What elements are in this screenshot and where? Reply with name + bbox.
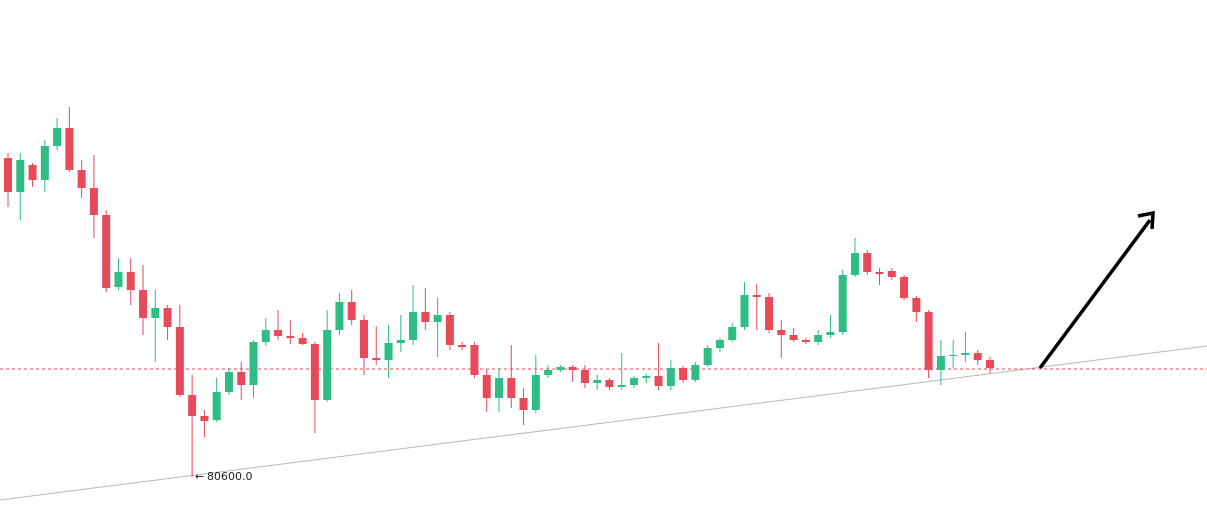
candle-body	[986, 360, 994, 368]
candle-body	[384, 343, 393, 360]
candle-body	[249, 342, 258, 385]
candle-body	[445, 315, 454, 345]
candle-body	[531, 375, 540, 410]
candle-body	[89, 188, 98, 215]
candle-body	[495, 378, 503, 398]
candle-body	[544, 370, 553, 375]
candle-body	[224, 372, 233, 392]
candle-body	[212, 392, 221, 420]
candle-body	[936, 356, 945, 370]
candle-body	[163, 308, 172, 327]
candle-body	[642, 376, 651, 378]
candle-body	[359, 320, 368, 358]
candle-body	[482, 375, 491, 398]
candle-body	[151, 308, 160, 318]
candle-body	[924, 312, 933, 370]
trend-line	[0, 345, 1207, 501]
candle-body	[728, 327, 737, 340]
candle-body	[580, 370, 589, 383]
candle-body	[200, 416, 209, 421]
candle-body	[298, 338, 307, 344]
candle-body	[801, 340, 810, 342]
candle-body	[335, 302, 344, 330]
candle-body	[752, 295, 761, 297]
candle-body	[139, 290, 148, 318]
candle-body	[765, 297, 774, 330]
arrow-head	[1137, 210, 1155, 230]
candle-body	[4, 158, 12, 192]
candle-body	[40, 146, 49, 180]
candle-body	[789, 335, 798, 340]
candle-body	[863, 253, 872, 272]
candle-body	[630, 378, 639, 385]
candle-body	[715, 340, 724, 348]
candle-body	[347, 302, 356, 320]
candle-body	[949, 355, 958, 356]
candle-body	[838, 275, 847, 332]
candle-body	[286, 336, 295, 338]
candle-body	[961, 353, 970, 355]
candle-body	[777, 330, 786, 335]
candle-body	[274, 330, 283, 336]
candle-body	[691, 365, 700, 380]
candle-body	[605, 380, 614, 387]
candle-body	[53, 128, 62, 146]
candle-body	[875, 272, 884, 274]
candle-body	[568, 367, 577, 370]
candle-body	[396, 340, 405, 343]
candle-body	[175, 327, 184, 395]
candle-body	[654, 376, 663, 386]
candle-body	[16, 160, 25, 192]
candle-body	[261, 330, 270, 342]
candle-body	[458, 345, 467, 347]
low-label-arrow: ←	[195, 470, 204, 483]
candle-body	[666, 368, 675, 386]
candle-body	[237, 372, 246, 385]
candle-body	[188, 395, 197, 416]
trend-arrow	[1038, 210, 1155, 370]
candle-body	[114, 272, 123, 287]
low-label: 80600.0	[207, 470, 253, 483]
candle-body	[814, 335, 823, 342]
candle-body	[679, 368, 688, 380]
candle-body	[126, 272, 135, 290]
candle-body	[593, 380, 602, 383]
candle-body	[433, 315, 442, 322]
candle-body	[850, 253, 859, 275]
candle-body	[28, 165, 37, 180]
candle-body	[900, 277, 909, 298]
candle-body	[556, 367, 565, 370]
candle-body	[507, 378, 516, 398]
candle-body	[421, 312, 430, 322]
candle-body	[65, 128, 74, 170]
candle-body	[912, 298, 921, 312]
candle-body	[887, 271, 896, 277]
candle-body	[323, 330, 332, 400]
candle-body	[617, 385, 626, 387]
candle-body	[519, 398, 528, 410]
arrow-shaft	[1038, 218, 1152, 370]
candle-body	[310, 344, 319, 400]
candle-body	[77, 170, 86, 188]
candle-body	[703, 348, 712, 365]
candle-body	[372, 358, 381, 360]
candle-body	[973, 353, 982, 360]
candle-body	[470, 345, 479, 375]
candle-body	[102, 215, 111, 288]
candle-body	[740, 295, 749, 327]
candle-body	[409, 312, 418, 340]
candle-body	[826, 332, 835, 335]
